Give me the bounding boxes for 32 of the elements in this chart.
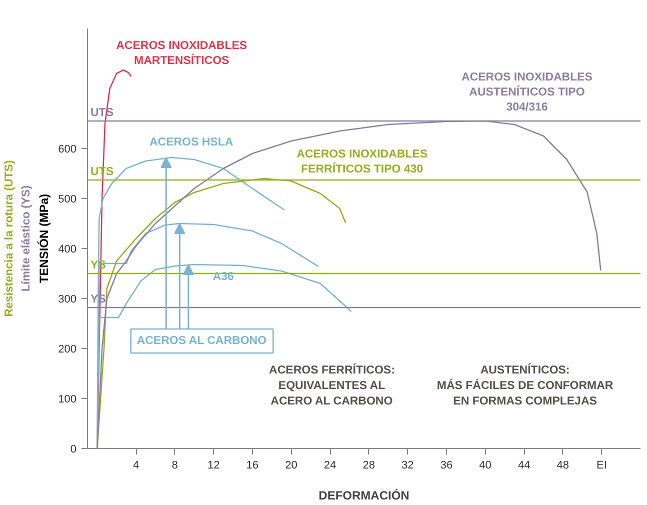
- y-axis-title: TENSIÓN (MPa): [37, 194, 52, 284]
- x-tick-label: 12: [208, 460, 220, 472]
- x-tick-label: 36: [440, 460, 453, 472]
- text: Límite elástico (YS): [20, 185, 32, 292]
- x-tick-label: 44: [518, 460, 530, 472]
- x-axis-title: DEFORMACIÓN: [318, 488, 410, 502]
- series-label: ACEROS INOXIDABLES AUSTENÍTICOS TIPO 304/316: [461, 72, 593, 114]
- annotation: ACEROS FERRÍTICOS: EQUIVALENTES AL ACERO AL CARBONO: [269, 362, 395, 408]
- x-tick-label: 16: [246, 460, 259, 472]
- x-tick-label: 48: [556, 460, 570, 472]
- series-label: ACEROS INOXIDABLES MARTENSÍTICOS: [116, 40, 248, 67]
- x-tick-label: 24: [324, 460, 336, 472]
- y-tick-label: 500: [58, 194, 77, 206]
- x-tick-label: 8: [172, 460, 178, 472]
- y-tick-label: 200: [58, 344, 77, 356]
- annotation: AUSTENÍTICOS: MÁS FÁCILES DE CONFORMAR EN FORMAS COMPLEJAS: [436, 362, 614, 408]
- series-label: ACEROS HSLA: [149, 136, 234, 148]
- x-tick-label: 20: [285, 460, 298, 472]
- y-tick-label: 300: [58, 294, 77, 306]
- y-tick-label: 600: [58, 144, 77, 156]
- annotation: ACEROS AL CARBONO: [136, 335, 267, 347]
- series-label: ACEROS INOXIDABLES FERRÍTICOS TIPO 430: [296, 148, 428, 176]
- y-tick-label: 0: [70, 444, 77, 456]
- y-tick-label: 100: [58, 394, 77, 406]
- legend-label: A36: [212, 271, 234, 283]
- x-tick-label: 28: [362, 460, 375, 472]
- x-tick-label: EI: [596, 460, 607, 472]
- text: Resistencia a la rotura (UTS): [4, 160, 16, 317]
- y-tick-label: 400: [58, 244, 77, 256]
- x-tick-label: 40: [479, 460, 492, 472]
- x-tick-label: 32: [402, 460, 414, 472]
- x-tick-label: 4: [132, 460, 140, 472]
